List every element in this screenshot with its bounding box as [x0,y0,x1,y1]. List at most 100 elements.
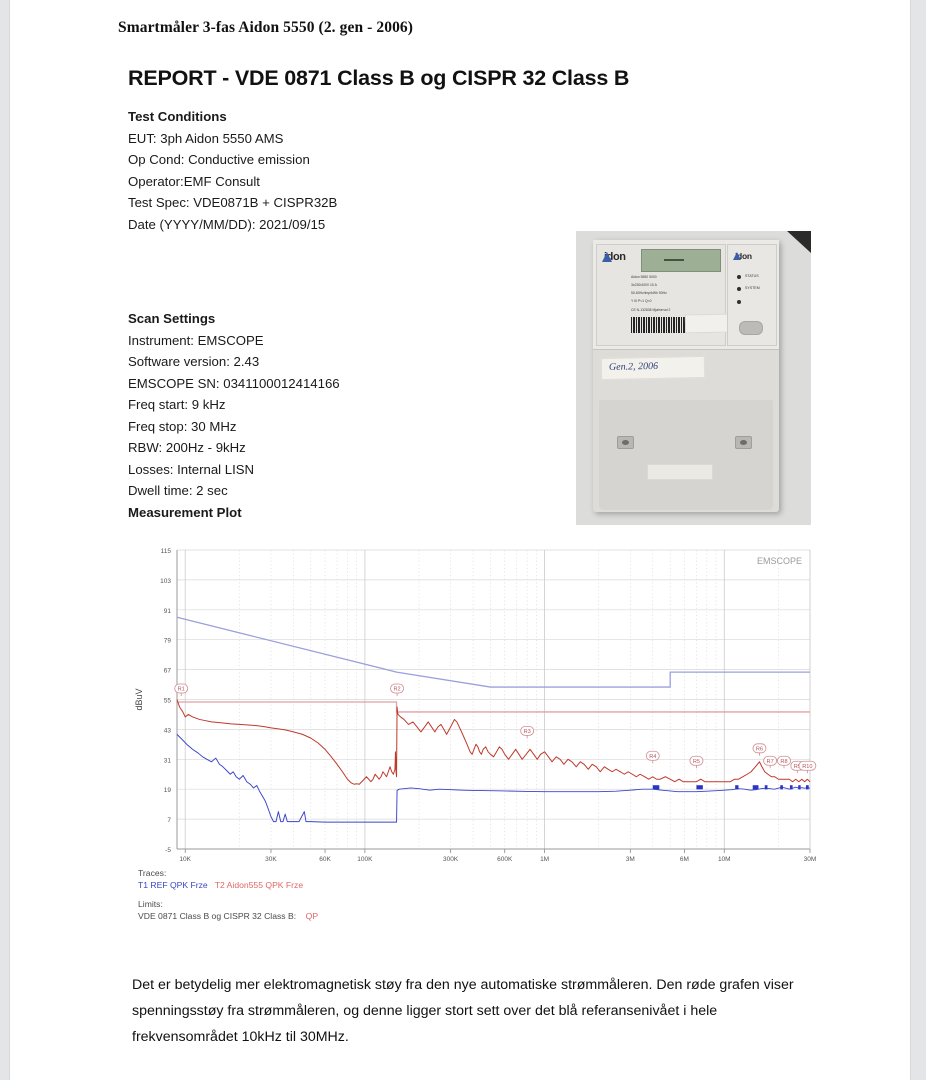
test-conditions-heading: Test Conditions [128,109,227,124]
y-axis-label: dBuV [134,688,144,710]
trace-entry-t2: T2 Aidon555 QPK Frze [214,879,304,890]
trace-entry-t1: T1 REF QPK Frze [138,879,208,890]
trace-line-t1-ref [176,734,811,823]
chart-marker-r3[interactable]: R3 [520,725,535,739]
meter-spec-row-2: 50-60Hz/imp/kWh 50Hz [631,291,667,295]
meter-top-panel: idon Aidon 5550 5000 3x230/400V 10 A 50-60… [593,240,779,350]
x-tick-label: 30K [265,856,277,863]
marker-label: R1 [178,687,185,693]
marker-label: R6 [756,746,763,752]
scan-settings-heading: Scan Settings [128,311,216,326]
test-conditions-lines: EUT: 3ph Aidon 5550 AMS Op Cond: Conducti… [128,128,337,236]
document-page: Smartmåler 3-fas Aidon 5550 (2. gen - 20… [10,0,910,1080]
trace-line-t2-aidon [176,699,811,785]
y-tick-label: 43 [164,727,172,734]
marker-label: R9 [794,764,801,770]
meter-spec-row-0: Aidon 5550 5000 [631,275,657,279]
terminal-screw-right [735,436,752,449]
aidon-logo-side: idon [733,251,752,261]
y-tick-label: 19 [164,787,172,794]
x-tick-label: 1M [540,856,549,863]
scan-setting-line-2: EMSCOPE SN: 0341100012414166 [128,375,340,391]
test-conditions-block: Test Conditions EUT: 3ph Aidon 5550 AMS O… [128,106,337,235]
meter-sticker-top [684,313,730,334]
y-tick-label: 67 [164,668,172,675]
x-tick-label: 100K [357,856,373,863]
marker-label: R4 [649,754,656,760]
y-tick-label: 31 [164,757,172,764]
system-led [737,287,741,291]
test-condition-line-4: Date (YYYY/MM/DD): 2021/09/15 [128,216,326,232]
marker-bubble [174,683,189,694]
aidon-logo-main: idon [602,251,626,263]
chart-marker-r10[interactable]: R10 [798,760,817,774]
measurement-chart: 115 103 91 79 67 55 43 31 19 7 -5 10K 30K 60K 100K 300K… [130,536,830,866]
chart-marker-r5[interactable]: R5 [689,755,704,769]
x-tick-label: 300K [443,856,459,863]
chart-marker-r8[interactable]: R8 [777,755,791,769]
y-tick-label: 79 [164,638,172,645]
chart-legend: Traces: T1 REF QPK Frze T2 Aidon555 QPK … [138,868,318,922]
scan-setting-line-7: Dwell time: 2 sec [128,483,228,498]
test-condition-line-2: Operator:EMF Consult [128,173,260,189]
trace-peak-block [735,785,739,790]
y-tick-label: 91 [164,608,172,615]
scan-setting-line-3: Freq start: 9 kHz [128,397,226,412]
marker-bubble [390,683,404,694]
scan-settings-lines: Instrument: EMSCOPE Software version: 2.4… [128,330,340,502]
meter-front-face: idon Aidon 5550 5000 3x230/400V 10 A 50-60… [596,244,730,346]
scan-setting-line-4: Freq stop: 30 MHz [128,418,237,434]
y-tick-label: 103 [160,578,171,585]
meter-photo: idon Aidon 5550 5000 3x230/400V 10 A 50-60… [576,231,811,525]
marker-label: R2 [393,687,400,693]
x-tick-label: 60K [319,856,331,863]
x-tick-label: 10M [718,856,731,863]
meter-sticker-bottom [647,464,713,480]
x-tick-label: 3M [626,856,635,863]
chart-marker-r7[interactable]: R7 [763,755,778,769]
meter-spec-row-3: Y III P<1 Q<0 [631,299,652,303]
marker-bubble [645,750,660,761]
chart-marker-r4[interactable]: R4 [645,750,660,764]
limit-detector: QP [305,910,319,921]
measurement-plot-heading: Measurement Plot [128,504,242,520]
page-title: Smartmåler 3-fas Aidon 5550 (2. gen - 20… [118,19,414,36]
chart-marker-r2[interactable]: R2 [390,683,404,697]
limit-name: VDE 0871 Class B og CISPR 32 Class B: [138,910,297,921]
chart-marker-r1[interactable]: R1 [174,683,189,697]
footer-paragraph: Det er betydelig mer elektromagnetisk st… [132,977,794,1045]
marker-label: R7 [767,759,774,765]
trace-peak-block [764,785,768,790]
meter-lcd-display [641,249,721,272]
x-tick-label: 10K [179,856,191,863]
meter-terminal-cover [599,400,773,510]
meter-ce-line: CE N-132838 Mjølnerud 2 [631,308,671,312]
emscope-spectrum-plot: 115 103 91 79 67 55 43 31 19 7 -5 10K 30K 60K 100K 300K… [134,548,817,863]
trace-peak-block [752,785,759,790]
y-tick-label: 115 [161,548,172,555]
marker-label: R10 [802,764,812,770]
y-tick-label: 55 [164,698,172,705]
marker-label: R8 [780,759,787,765]
chart-marker-r6[interactable]: R6 [752,743,767,756]
photo-corner-shadow [787,231,811,253]
scan-setting-line-0: Instrument: EMSCOPE [128,332,264,348]
meter-knob [739,321,763,335]
limits-label: Limits: [138,899,163,909]
scan-setting-line-6: Losses: Internal LISN [128,461,255,477]
limit-entry: VDE 0871 Class B og CISPR 32 Class B: QP [138,911,318,923]
test-condition-line-3: Test Spec: VDE0871B + CISPR32B [128,195,338,210]
scan-setting-line-1: Software version: 2.43 [128,354,260,369]
scan-settings-block: Scan Settings Instrument: EMSCOPE Softwar… [128,308,340,523]
meter-spec-row-1: 3x230/400V 10 A [631,283,657,287]
traces-label: Traces: [138,868,167,878]
trace-peak-block [696,785,703,790]
test-condition-line-1: Op Cond: Conductive emission [128,152,310,167]
status-led [737,275,741,279]
limit-line [177,701,491,713]
limit-line [176,616,810,688]
marker-label: R3 [524,729,531,735]
trace-peak-block [789,785,793,790]
meter-barcode [631,317,691,333]
trace-peak-block [805,785,809,790]
